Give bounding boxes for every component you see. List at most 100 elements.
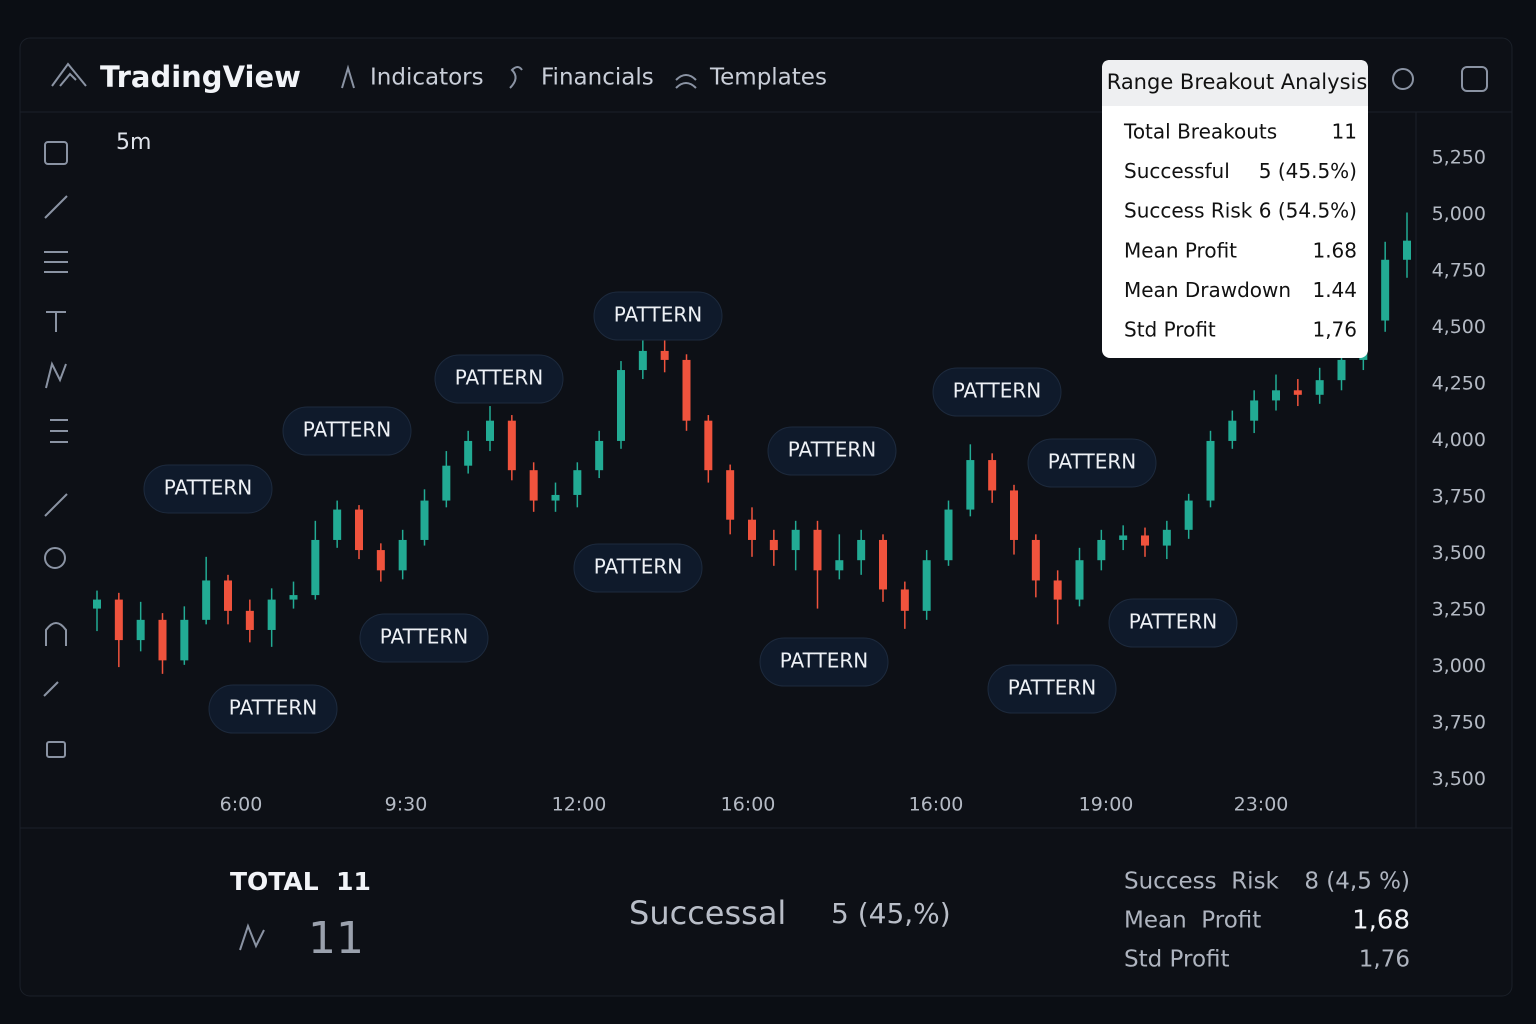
candle-body (1206, 440, 1215, 501)
pattern-label: PATTERN (380, 625, 469, 649)
x-axis-label: 12:00 (552, 794, 607, 816)
total-value: 11 (308, 913, 364, 964)
tool-magnet[interactable] (45, 622, 67, 646)
footer-stat-label: Mean Profit (1124, 908, 1261, 934)
x-axis-label: 6:00 (220, 794, 263, 816)
tool-text[interactable] (46, 311, 66, 332)
footer-stat-label: Std Profit (1124, 947, 1230, 973)
candle-body (900, 589, 909, 611)
y-axis-label: 5,250 (1432, 147, 1486, 169)
panel-row-label: Std Profit (1124, 318, 1216, 342)
candle-body (638, 350, 647, 371)
candle-body (114, 599, 123, 641)
pattern-label: PATTERN (594, 555, 683, 579)
panel-title: Range Breakout Analysis (1107, 70, 1368, 94)
candle-body (1228, 420, 1237, 441)
candle-body (726, 470, 735, 520)
pattern-label: PATTERN (1129, 610, 1218, 634)
tool-zoom[interactable] (44, 547, 66, 569)
candle-body (1097, 539, 1106, 561)
pattern-pill (1027, 438, 1157, 488)
candle-body (682, 359, 691, 421)
y-axis-label: 5,000 (1432, 203, 1486, 225)
tool-pattern[interactable] (45, 361, 67, 389)
pattern-pill (359, 613, 489, 663)
pattern-label: PATTERN (229, 696, 318, 720)
brand[interactable]: TradingView (100, 60, 301, 94)
candle-body (180, 619, 189, 661)
panel-row-label: Success Risk (1124, 199, 1253, 223)
panel-row-value: 11 (1332, 120, 1357, 144)
financials-icon (509, 66, 523, 89)
y-axis-label: 4,000 (1432, 429, 1486, 451)
footer-stat-value: 1,68 (1352, 906, 1410, 936)
candle-body (289, 595, 298, 600)
pattern-pill (434, 354, 564, 404)
footer-stats: Success Risk 8 (4,5 %) Mean Profit 1,68 Std … (1124, 869, 1410, 973)
candle-body (355, 509, 363, 551)
candle-body (311, 539, 320, 596)
candle-body (1315, 380, 1324, 395)
y-axis-label: 3,250 (1432, 599, 1486, 621)
tool-ruler[interactable] (44, 493, 68, 517)
pattern-label: PATTERN (164, 476, 253, 500)
candle-body (464, 440, 473, 466)
total-icon (239, 923, 265, 951)
timeframe[interactable]: 5m (116, 130, 151, 155)
menu-item[interactable]: Financials (541, 65, 654, 91)
settings-button[interactable] (1392, 68, 1414, 90)
tool-trendline[interactable] (44, 195, 68, 219)
menu-item[interactable]: Indicators (370, 65, 484, 91)
tool-fib[interactable] (44, 251, 68, 273)
pattern-label: PATTERN (1008, 676, 1097, 700)
panel-row-label: Mean Drawdown (1124, 278, 1291, 302)
candle-body (595, 440, 604, 471)
y-axis-label: 4,750 (1432, 260, 1486, 282)
candle-body (748, 519, 756, 540)
candle-body (660, 350, 669, 360)
tool-lock[interactable] (46, 741, 66, 758)
candle-body (551, 494, 560, 501)
indicators-icon (341, 64, 355, 89)
y-axis-label: 3,000 (1432, 655, 1486, 677)
candle-body (617, 370, 625, 441)
candles (93, 212, 1411, 674)
candle-body (944, 509, 953, 561)
candle-body (398, 539, 407, 571)
x-axis-label: 16:00 (721, 794, 776, 816)
y-axis-label: 3,750 (1432, 486, 1486, 508)
x-axis-label: 16:00 (909, 794, 964, 816)
tool-list[interactable] (50, 419, 68, 443)
pattern-pill (932, 367, 1062, 417)
fullscreen-button[interactable] (1461, 66, 1488, 92)
footer-stat-value: 1,76 (1359, 947, 1410, 973)
pattern-pill (1108, 598, 1238, 648)
brand-logo (51, 62, 87, 87)
candle-body (1053, 580, 1062, 600)
candle-body (93, 599, 101, 609)
candle-body (791, 529, 800, 551)
successful-label: Successal (629, 894, 786, 932)
candle-body (1403, 240, 1411, 260)
pattern-pill (573, 543, 703, 593)
successful-value: 5 (45,%) (831, 897, 951, 930)
candle-body (1162, 529, 1171, 546)
candle-body (769, 539, 778, 551)
candle-body (573, 470, 582, 495)
candle-body (988, 460, 997, 491)
candle-body (1250, 400, 1259, 421)
y-axis-label: 3,500 (1432, 768, 1486, 790)
candle-body (267, 599, 276, 630)
toolbar (43, 141, 68, 758)
menu-item[interactable]: Templates (709, 65, 827, 91)
tool-cursor[interactable] (44, 141, 68, 165)
pattern-pill (208, 684, 338, 734)
tool-lock-drawing[interactable] (43, 681, 59, 697)
candle-body (1010, 490, 1018, 540)
pattern-label: PATTERN (455, 366, 544, 390)
candle-body (879, 539, 887, 590)
candle-body (813, 529, 822, 571)
candle-body (202, 580, 211, 620)
pattern-pill (987, 664, 1117, 714)
